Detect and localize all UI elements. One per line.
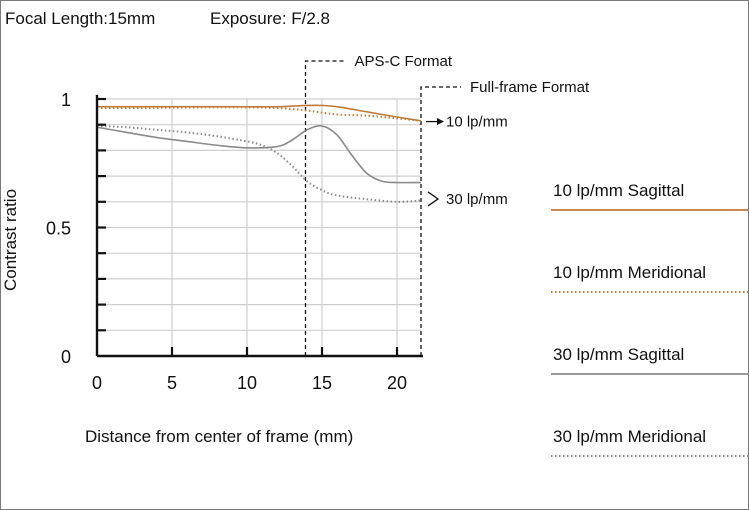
series-line: [96, 124, 422, 203]
legend-item-label: 30 lp/mm Sagittal: [553, 345, 684, 364]
x-tick-label: 15: [312, 373, 332, 393]
format-markers: APS-C Format Full-frame Format: [304, 53, 590, 356]
format-marker-label: Full-frame Format: [470, 79, 590, 96]
x-axis-title: Distance from center of frame (mm): [85, 427, 353, 446]
legend-item-label: 30 lp/mm Meridional: [553, 427, 706, 446]
y-tick-label: 0.5: [46, 219, 71, 239]
exposure-label: Exposure: F/2.8: [210, 9, 330, 28]
y-tick-label: 0: [61, 347, 71, 367]
annotation-label: 10 lp/mm: [446, 114, 508, 131]
series-line: [96, 125, 422, 184]
y-axis-title: Contrast ratio: [1, 189, 20, 291]
y-tick-label: 1: [61, 90, 71, 110]
legend: 10 lp/mm Sagittal 10 lp/mm Meridional 30 l…: [551, 181, 748, 457]
x-tick-label: 0: [92, 373, 102, 393]
legend-item-label: 10 lp/mm Sagittal: [553, 181, 684, 200]
x-tick-label: 20: [387, 373, 407, 393]
annotation-bracket: [427, 191, 440, 207]
series-lines: [96, 104, 422, 203]
line-annotations: 10 lp/mm 30 lp/mm: [426, 114, 508, 208]
series-line: [96, 106, 422, 122]
annotation-pointer-head: [437, 118, 444, 126]
x-tick-label: 5: [167, 373, 177, 393]
annotation-label: 30 lp/mm: [446, 191, 508, 208]
format-marker-line: [420, 86, 461, 356]
legend-item-label: 10 lp/mm Meridional: [553, 263, 706, 282]
format-marker-label: APS-C Format: [355, 53, 453, 70]
format-marker-line: [304, 60, 346, 356]
axes: 0 5 10 15 20 1 0.5 0: [46, 90, 423, 393]
grid-lines: [97, 98, 421, 356]
focal-length-label: Focal Length:15mm: [5, 9, 155, 28]
x-tick-label: 10: [237, 373, 257, 393]
